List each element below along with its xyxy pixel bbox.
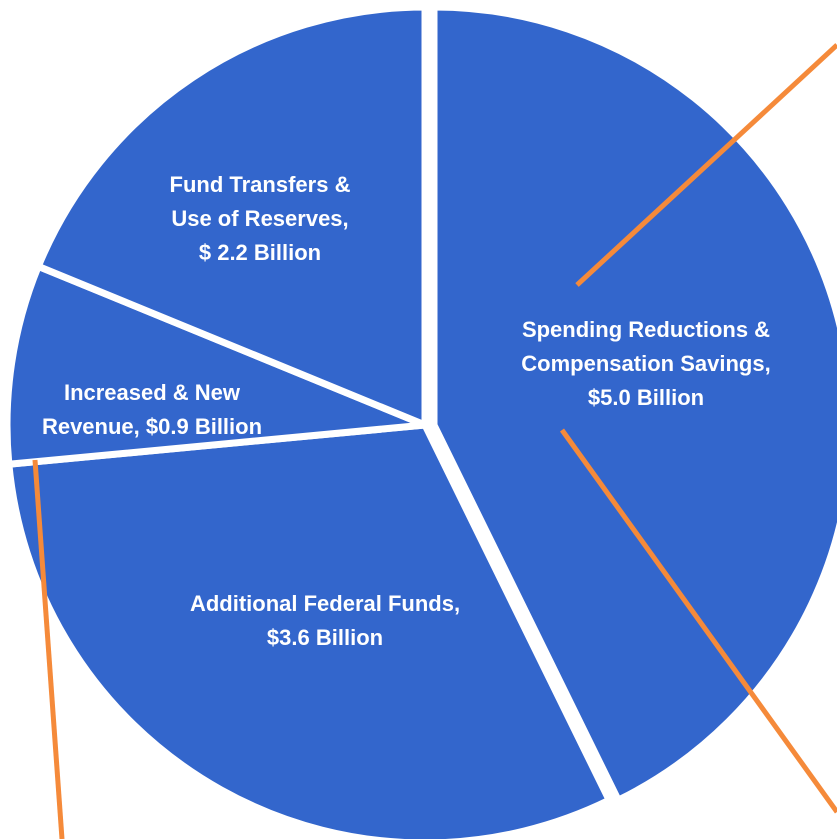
- leader-line: [575, 43, 837, 287]
- leader-lines: [32, 43, 837, 839]
- slice-label: Revenue, $0.9 Billion: [42, 414, 262, 439]
- leader-line: [32, 459, 65, 839]
- pie: [3, 3, 837, 839]
- slice-label: Increased & New: [64, 380, 241, 405]
- slice-label: $ 2.2 Billion: [199, 240, 321, 265]
- slice-label: Spending Reductions &: [522, 317, 770, 342]
- slice-label: $5.0 Billion: [588, 385, 704, 410]
- slice-label: Fund Transfers &: [170, 172, 351, 197]
- pie-slice: [3, 261, 427, 469]
- labels: Spending Reductions & Compensation Saving…: [42, 172, 771, 650]
- slice-label: $3.6 Billion: [267, 625, 383, 650]
- pie-slice: [430, 3, 837, 805]
- pie-slice: [33, 3, 429, 431]
- slice-label: Additional Federal Funds,: [190, 591, 460, 616]
- leader-line: [559, 428, 837, 814]
- pie-slice: [5, 421, 614, 839]
- slice-label: Use of Reserves,: [171, 206, 348, 231]
- slice-label: Compensation Savings,: [521, 351, 770, 376]
